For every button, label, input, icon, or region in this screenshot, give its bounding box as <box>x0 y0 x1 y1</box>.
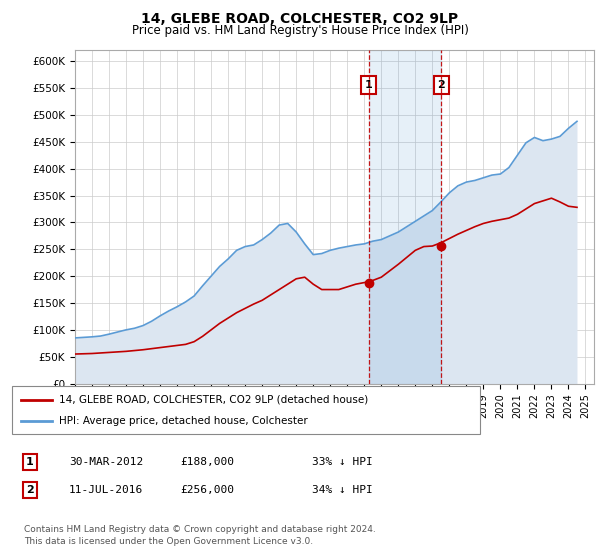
Text: 34% ↓ HPI: 34% ↓ HPI <box>312 485 373 495</box>
Text: 11-JUL-2016: 11-JUL-2016 <box>69 485 143 495</box>
Text: Price paid vs. HM Land Registry's House Price Index (HPI): Price paid vs. HM Land Registry's House … <box>131 24 469 37</box>
Text: £188,000: £188,000 <box>180 457 234 467</box>
Text: 1: 1 <box>26 457 34 467</box>
Text: 2: 2 <box>437 80 445 90</box>
Bar <box>368 50 442 384</box>
Text: HPI: Average price, detached house, Colchester: HPI: Average price, detached house, Colc… <box>59 416 308 426</box>
Text: 2: 2 <box>26 485 34 495</box>
Text: 1: 1 <box>365 80 373 90</box>
Text: Contains HM Land Registry data © Crown copyright and database right 2024.
This d: Contains HM Land Registry data © Crown c… <box>24 525 376 546</box>
Text: £256,000: £256,000 <box>180 485 234 495</box>
Text: 33% ↓ HPI: 33% ↓ HPI <box>312 457 373 467</box>
Text: 14, GLEBE ROAD, COLCHESTER, CO2 9LP: 14, GLEBE ROAD, COLCHESTER, CO2 9LP <box>142 12 458 26</box>
Text: 14, GLEBE ROAD, COLCHESTER, CO2 9LP (detached house): 14, GLEBE ROAD, COLCHESTER, CO2 9LP (det… <box>59 395 368 405</box>
Text: 30-MAR-2012: 30-MAR-2012 <box>69 457 143 467</box>
